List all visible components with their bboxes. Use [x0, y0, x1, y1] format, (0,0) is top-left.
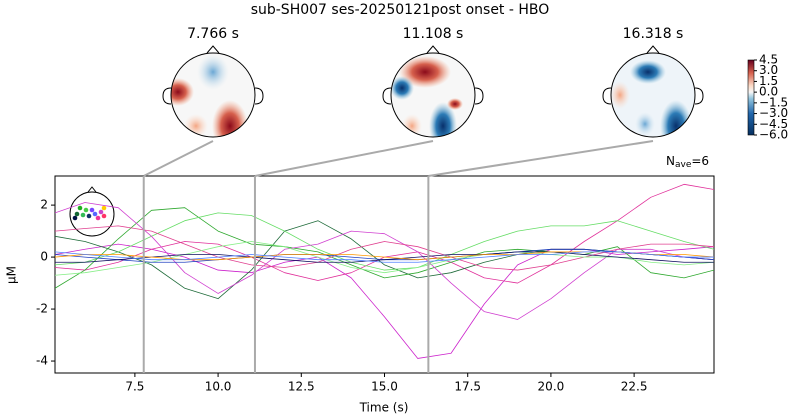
topomap-time: 7.766 s: [187, 26, 239, 42]
nave-rest: =6: [691, 154, 709, 168]
x-tick-label: 12.5: [288, 380, 315, 394]
x-tick-label: 20.0: [538, 380, 565, 394]
series-line: [55, 251, 714, 263]
connector: [143, 140, 214, 177]
series-group: [55, 183, 714, 359]
connector: [254, 140, 434, 177]
x-tick-label: 10.0: [205, 380, 232, 394]
x-tick-label: 22.5: [621, 380, 648, 394]
chart-title: sub-SH007 ses-20250121post onset - HBO: [251, 2, 550, 18]
x-tick-label: 15.0: [371, 380, 398, 394]
colorbar-tick-label: −3.0: [759, 106, 788, 120]
series-line: [55, 202, 714, 320]
colorbar-tick-label: −1.5: [759, 95, 788, 109]
series-line: [55, 212, 714, 271]
nave-main: N: [666, 154, 675, 168]
colorbar-tick-label: −4.5: [759, 117, 788, 131]
topomap: [162, 45, 704, 138]
series-line: [55, 207, 714, 289]
x-tick-label: 7.5: [125, 380, 144, 394]
y-axis-label: µM: [5, 266, 19, 284]
colorbar-tick-label: 4.5: [759, 53, 778, 67]
y-tick-label: 2: [40, 198, 48, 212]
plot-frame: [54, 175, 715, 374]
y-tick-label: -4: [36, 354, 48, 368]
series-line: [55, 251, 714, 261]
colorbar-tick-label: −6.0: [759, 128, 788, 142]
series-line: [55, 225, 714, 271]
x-tick-label: 17.5: [454, 380, 481, 394]
colorbar-tick-label: 3.0: [759, 63, 778, 77]
connector: [428, 140, 654, 177]
colorbar-tick-label: 0.0: [759, 85, 778, 99]
y-tick-label: -2: [36, 302, 48, 316]
topomap-time: 16.318 s: [623, 26, 684, 42]
colorbar-tick-label: 1.5: [759, 74, 778, 88]
x-axis-label: Time (s): [359, 401, 409, 415]
topomap-time: 11.108 s: [403, 26, 464, 42]
series-line: [55, 243, 714, 359]
colorbar: [747, 59, 755, 136]
nave-annotation: Nave=6: [666, 154, 709, 170]
y-tick-label: 0: [40, 250, 48, 264]
sensor-inset: [69, 186, 115, 237]
nave-sub: ave: [675, 160, 692, 170]
series-line: [55, 251, 714, 263]
